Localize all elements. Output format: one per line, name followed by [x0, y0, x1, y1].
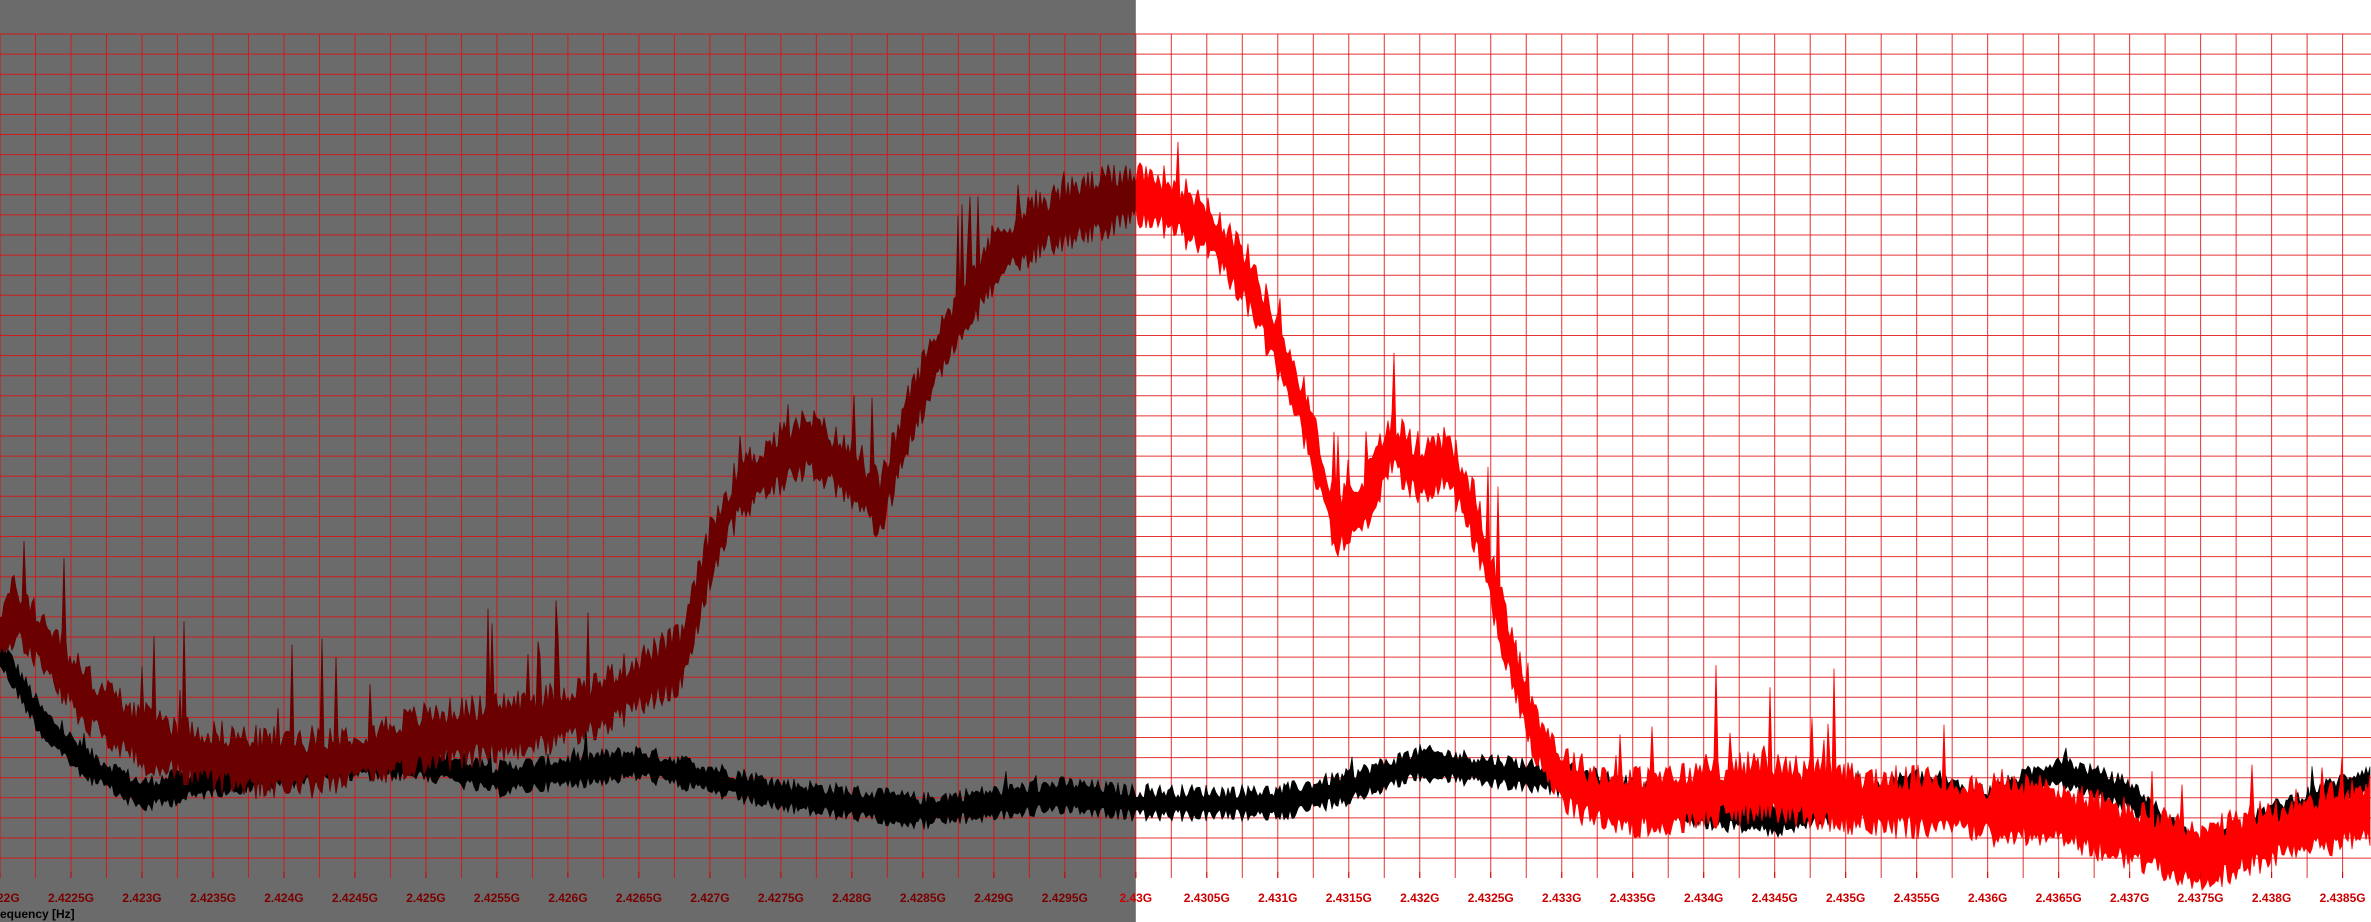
x-tick-label: 2.4365G	[2036, 891, 2082, 905]
x-tick-label: 2.423G	[122, 891, 161, 905]
x-tick-label: 2.4255G	[474, 891, 520, 905]
main-trace-shaded	[0, 164, 1136, 800]
x-tick-label: 2.436G	[1968, 891, 2007, 905]
trace-layer	[0, 141, 2371, 891]
x-tick-label: 2.4245G	[332, 891, 378, 905]
x-tick-label: 2.434G	[1684, 891, 1723, 905]
x-tick-label: 2.4265G	[616, 891, 662, 905]
x-tick-label: 2.4385G	[2320, 891, 2366, 905]
x-tick-label: 2.4335G	[1610, 891, 1656, 905]
x-tick-label: 2.4295G	[1042, 891, 1088, 905]
x-tick-label: 2.4285G	[900, 891, 946, 905]
x-tick-label: 2.4235G	[190, 891, 236, 905]
x-tick-label: 2.432G	[1400, 891, 1439, 905]
x-tick-label: 2.4275G	[758, 891, 804, 905]
x-tick-label: 2.4355G	[1894, 891, 1940, 905]
x-tick-label: 2.438G	[2252, 891, 2291, 905]
x-axis-label: Frequency [Hz]	[0, 907, 75, 921]
x-tick-label: 2.4315G	[1326, 891, 1372, 905]
x-tick-label: 2.433G	[1542, 891, 1581, 905]
x-tick-label: 2.43G	[1119, 891, 1152, 905]
x-tick-label: 2.4305G	[1184, 891, 1230, 905]
x-tick-label: 2.427G	[690, 891, 729, 905]
x-tick-label: 2.435G	[1826, 891, 1865, 905]
x-tick-label: 2.4345G	[1752, 891, 1798, 905]
x-tick-label: 2.4225G	[48, 891, 94, 905]
x-tick-label: 2.428G	[832, 891, 871, 905]
x-tick-label: 2.431G	[1258, 891, 1297, 905]
x-tick-label: 2.422G	[0, 891, 20, 905]
x-tick-label: 2.4325G	[1468, 891, 1514, 905]
x-tick-label: 2.425G	[406, 891, 445, 905]
x-tick-label: 2.426G	[548, 891, 587, 905]
main-trace	[1135, 141, 2371, 891]
x-tick-label: 2.437G	[2110, 891, 2149, 905]
x-tick-label: 2.4375G	[2178, 891, 2224, 905]
x-tick-label: 2.429G	[974, 891, 1013, 905]
grid-layer	[0, 33, 2371, 878]
x-tick-label: 2.424G	[264, 891, 303, 905]
tick-label-layer: 2.422G 2.4225G 2.423G 2.4235G 2.424G 2.4245G 2…	[0, 872, 2366, 905]
